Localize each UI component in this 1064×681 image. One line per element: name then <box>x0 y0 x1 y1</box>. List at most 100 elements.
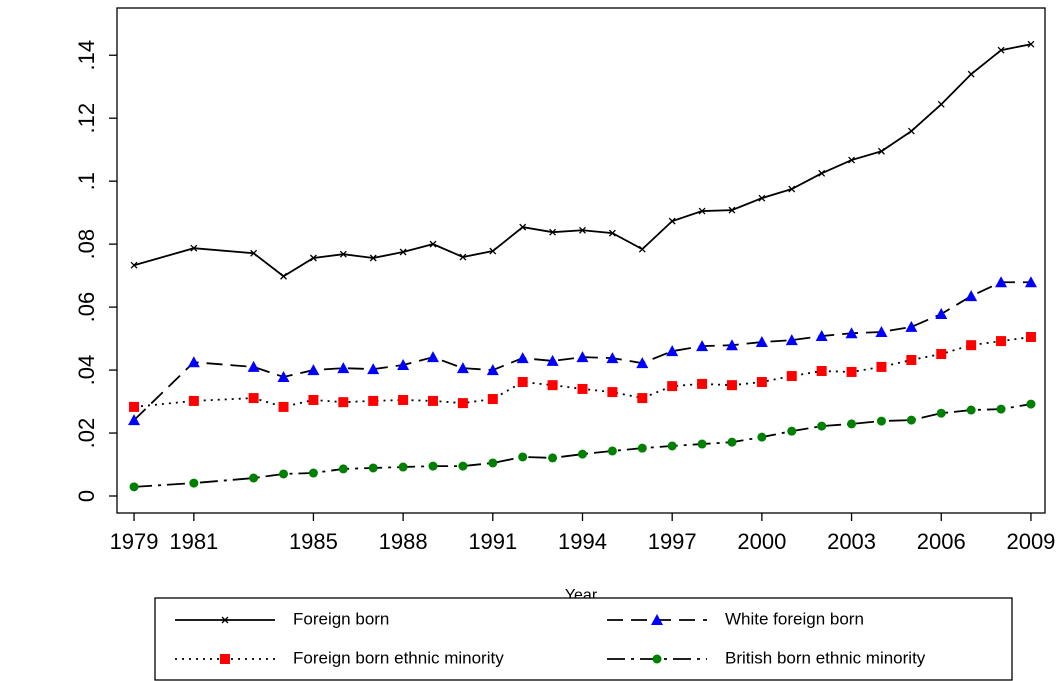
marker <box>725 339 738 351</box>
marker <box>277 370 290 382</box>
marker <box>878 147 885 155</box>
x-tick-label: 2006 <box>917 529 966 554</box>
marker <box>936 408 946 418</box>
marker <box>1027 40 1035 48</box>
marker <box>967 70 975 78</box>
marker <box>846 366 857 377</box>
marker <box>666 345 679 357</box>
marker <box>1026 399 1036 409</box>
legend-box <box>154 597 1013 681</box>
legend-label: Foreign born ethnic minority <box>293 648 504 667</box>
y-tick-label: .14 <box>74 40 99 71</box>
marker <box>786 371 797 382</box>
marker <box>785 334 798 346</box>
marker <box>279 469 289 479</box>
marker <box>787 426 797 436</box>
marker <box>997 46 1005 54</box>
x-tick-label: 1985 <box>289 529 338 554</box>
marker <box>668 217 676 225</box>
x-tick-label: 1997 <box>648 529 697 554</box>
marker <box>129 482 139 492</box>
marker <box>965 290 978 302</box>
marker <box>907 127 915 135</box>
marker <box>607 387 618 398</box>
marker <box>307 364 320 376</box>
marker <box>280 272 287 280</box>
marker <box>249 473 259 483</box>
marker <box>638 245 646 253</box>
marker <box>338 397 349 408</box>
marker <box>652 654 662 664</box>
marker <box>221 616 229 624</box>
marker <box>457 398 468 409</box>
x-tick-label: 1979 <box>110 529 159 554</box>
marker <box>936 349 947 360</box>
marker <box>1025 332 1036 343</box>
y-tick-label: .1 <box>74 172 99 190</box>
marker <box>1024 276 1037 288</box>
marker <box>815 330 828 342</box>
marker <box>458 461 468 471</box>
marker <box>996 404 1006 414</box>
marker <box>487 394 498 405</box>
marker <box>546 354 559 366</box>
marker <box>549 228 557 236</box>
marker <box>516 352 529 364</box>
marker <box>308 394 319 405</box>
marker <box>577 383 588 394</box>
marker <box>817 421 827 431</box>
marker <box>788 185 796 193</box>
legend-label: British born ethnic minority <box>725 648 926 667</box>
y-tick-label: .12 <box>74 103 99 134</box>
marker <box>756 377 767 388</box>
marker <box>875 325 888 337</box>
marker <box>845 327 858 339</box>
marker <box>651 614 663 625</box>
marker <box>518 452 528 462</box>
marker <box>547 380 558 391</box>
marker <box>309 254 317 262</box>
x-tick-label: 1981 <box>169 529 218 554</box>
marker <box>428 461 438 471</box>
marker <box>876 416 886 426</box>
marker <box>935 308 948 320</box>
legend-label: Foreign born <box>293 609 389 628</box>
legend-item: British born ethnic minority <box>607 648 926 667</box>
marker <box>486 364 499 376</box>
marker <box>816 366 827 377</box>
series-line <box>133 403 1032 488</box>
marker <box>397 359 410 371</box>
marker <box>996 336 1007 347</box>
marker <box>459 253 467 261</box>
legend-item: White foreign born <box>607 609 864 628</box>
marker <box>937 100 945 108</box>
marker <box>608 229 616 237</box>
marker <box>398 462 408 472</box>
marker <box>576 351 589 363</box>
marker <box>698 207 706 215</box>
legend-item: Foreign born ethnic minority <box>175 648 504 667</box>
marker <box>848 156 856 164</box>
marker <box>517 377 528 388</box>
marker <box>190 244 198 252</box>
marker <box>697 378 708 389</box>
marker <box>637 393 648 404</box>
marker <box>248 393 259 404</box>
marker <box>427 351 440 363</box>
marker <box>548 453 558 463</box>
marker <box>129 401 140 412</box>
marker <box>966 405 976 415</box>
marker <box>818 169 826 177</box>
marker <box>726 380 737 391</box>
marker <box>456 362 469 374</box>
marker <box>579 226 586 234</box>
marker <box>606 352 619 364</box>
x-tick-label: 2000 <box>737 529 786 554</box>
x-tick-label: 2009 <box>1006 529 1055 554</box>
marker <box>189 478 199 488</box>
y-tick-label: .02 <box>74 418 99 449</box>
marker <box>607 446 617 456</box>
marker <box>368 395 379 406</box>
x-tick-label: 1988 <box>379 529 428 554</box>
marker <box>220 654 230 664</box>
